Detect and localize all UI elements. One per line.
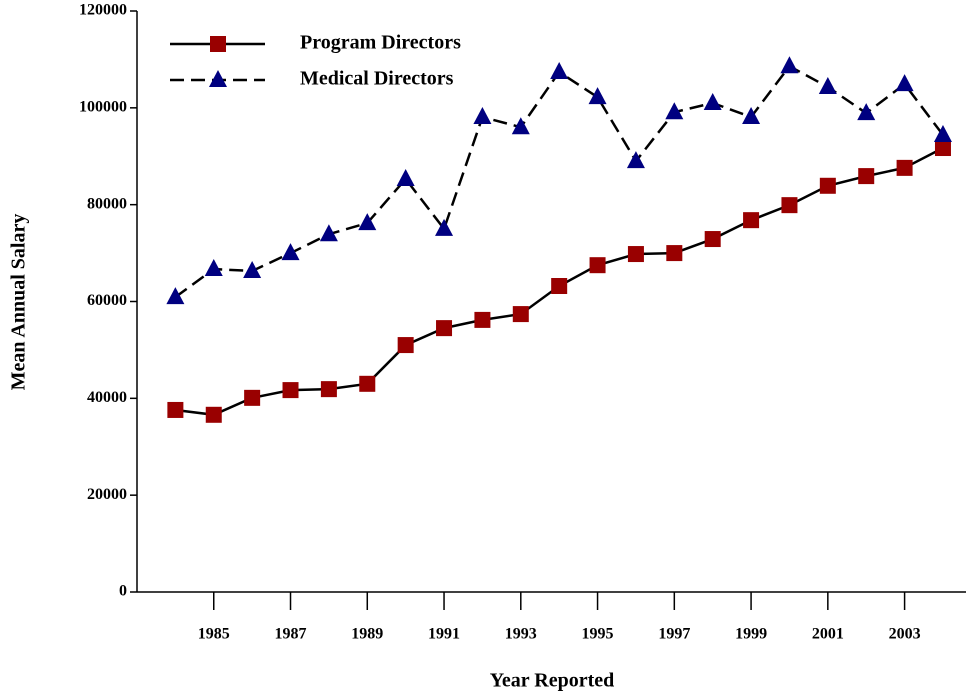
marker	[166, 287, 185, 305]
marker	[551, 278, 568, 295]
x-tick-label: 1997	[658, 626, 690, 643]
y-tick-label: 120000	[79, 2, 127, 19]
marker	[858, 168, 875, 185]
marker	[359, 375, 376, 392]
marker	[704, 231, 721, 248]
legend-marker	[210, 36, 226, 52]
y-tick-label: 100000	[79, 99, 127, 116]
y-tick-label: 40000	[87, 389, 127, 406]
x-tick-label: 1999	[735, 626, 767, 643]
marker	[473, 107, 492, 125]
marker	[626, 151, 645, 169]
marker	[742, 107, 761, 125]
marker	[703, 92, 722, 110]
legend-label: Program Directors	[300, 32, 461, 54]
marker	[627, 246, 644, 263]
marker	[204, 259, 223, 277]
marker	[857, 103, 876, 121]
x-tick-label: 1987	[275, 626, 307, 643]
marker	[934, 140, 951, 157]
y-tick-label: 0	[119, 583, 127, 600]
x-tick-label: 1995	[582, 626, 614, 643]
marker	[282, 382, 299, 399]
marker	[818, 77, 837, 95]
y-axis-title: Mean Annual Salary	[8, 214, 30, 391]
y-tick-label: 20000	[87, 486, 127, 503]
marker	[281, 243, 300, 261]
marker	[780, 56, 799, 74]
x-tick-label: 1993	[505, 626, 537, 643]
marker	[319, 224, 338, 242]
marker	[895, 74, 914, 92]
marker	[436, 320, 453, 337]
x-tick-label: 2001	[812, 626, 844, 643]
marker	[167, 401, 184, 418]
y-tick-label: 80000	[87, 195, 127, 212]
marker	[933, 124, 952, 142]
marker	[396, 169, 415, 187]
marker	[550, 62, 569, 80]
marker	[743, 212, 760, 229]
x-axis-title: Year Reported	[490, 670, 615, 692]
marker	[666, 245, 683, 262]
marker	[435, 218, 454, 236]
legend-label: Medical Directors	[300, 68, 454, 90]
x-tick-label: 1989	[351, 626, 383, 643]
legend-marker	[209, 70, 227, 87]
x-tick-label: 2003	[889, 626, 921, 643]
x-tick-label: 1991	[428, 626, 460, 643]
marker	[512, 306, 529, 323]
x-tick-label: 1985	[198, 626, 230, 643]
marker	[358, 213, 377, 231]
marker	[511, 117, 530, 135]
marker	[244, 389, 261, 406]
marker	[205, 406, 222, 423]
marker	[665, 102, 684, 120]
marker	[819, 177, 836, 194]
marker	[588, 87, 607, 105]
y-tick-label: 60000	[87, 292, 127, 309]
marker	[243, 260, 262, 278]
marker	[896, 159, 913, 176]
marker	[589, 257, 606, 274]
marker	[781, 197, 798, 214]
marker	[320, 381, 337, 398]
marker	[397, 337, 414, 354]
marker	[474, 311, 491, 328]
